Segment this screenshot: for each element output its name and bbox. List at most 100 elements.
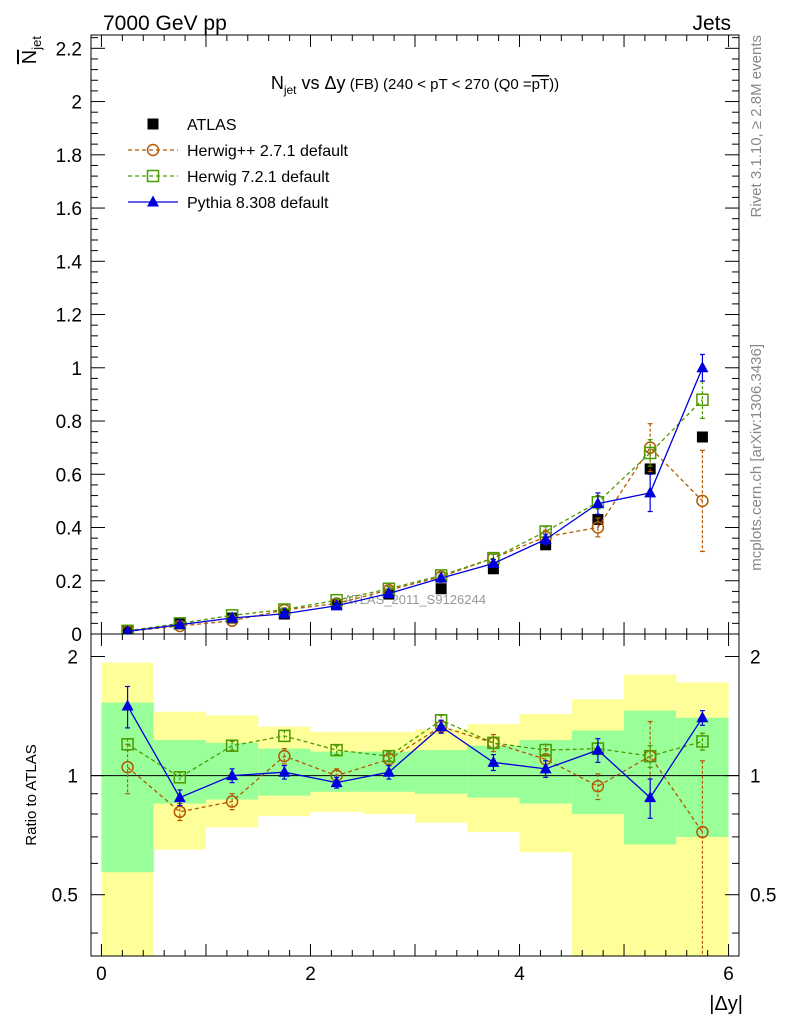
- ratio-line-herwig-2-7-1-default: [127, 725, 703, 833]
- point-atlas: [435, 583, 447, 595]
- point-atlas: [696, 431, 708, 443]
- ratio-line-pythia-8-308-default: [127, 705, 703, 799]
- ratio-frame: [90, 633, 740, 957]
- legend-marker-herwig-7-2-1-default: [146, 169, 160, 183]
- title-fb: (FB): [346, 76, 379, 93]
- main-ytick-label: 1.6: [56, 199, 82, 220]
- point-pythia-8-308-default: [696, 361, 709, 373]
- error-bar-herwig-7-2-1-default: [699, 380, 705, 419]
- ratio-ytick-label: 0.5: [52, 886, 78, 907]
- ratio-point-herwig-7-2-1-default: [173, 771, 187, 784]
- series-line-herwig-7-2-1-default: [127, 399, 703, 632]
- ratio-point-herwig-2-7-1-default: [696, 825, 709, 839]
- main-panel: ATLAS_2011_S9126244 Njet vs Δy (FB) (240…: [19, 34, 740, 646]
- ratio-point-herwig-7-2-1-default: [696, 735, 709, 748]
- legend-entry-pythia-8-308-default: Pythia 8.308 default: [128, 195, 329, 212]
- main-ytick-label: 0.6: [56, 465, 82, 486]
- point-atlas: [487, 563, 499, 575]
- main-ytick-label: 2.2: [56, 39, 82, 60]
- ratio-point-herwig-2-7-1-default: [121, 760, 134, 774]
- ratio-error-bar-herwig-2-7-1-default: [699, 760, 705, 956]
- title-n: N: [271, 73, 284, 93]
- error-bar-herwig-7-2-1-default: [647, 439, 653, 467]
- point-pythia-8-308-default: [435, 571, 448, 583]
- main-ytick-label: 0.4: [56, 519, 83, 540]
- ratio-ytick-label: 2: [67, 648, 78, 669]
- main-ytick-label: 1.8: [56, 146, 82, 167]
- mcplots-label: mcplots.cern.ch [arXiv:1306.3436]: [748, 344, 765, 571]
- uncertainty-band-inner: [415, 750, 468, 794]
- main-ylabel: Njet: [19, 36, 44, 65]
- point-pythia-8-308-default: [278, 607, 291, 619]
- main-ytick-label: 1.2: [56, 306, 82, 327]
- ratio-point-herwig-7-2-1-default: [278, 729, 291, 743]
- ratio-point-herwig-7-2-1-default: [487, 736, 500, 750]
- ylabel-n-sub: jet: [29, 36, 44, 51]
- ratio-point-pythia-8-308-default: [696, 711, 709, 723]
- x-tick-label: 2: [305, 964, 316, 985]
- ratio-ytick-label: 1: [67, 767, 78, 788]
- ratio-point-herwig-7-2-1-default: [225, 739, 239, 752]
- x-tick-label: 0: [96, 964, 107, 985]
- ratio-ylabel: Ratio to ATLAS: [23, 744, 40, 845]
- title-vs: vs Δy: [297, 73, 346, 93]
- main-ytick-label: 1.4: [56, 252, 83, 273]
- uncertainty-band-inner: [101, 702, 154, 873]
- main-ytick-label: 0: [71, 625, 82, 646]
- point-herwig-2-7-1-default: [696, 494, 709, 508]
- ratio-series-herwig-7-2-1-default: [121, 714, 709, 784]
- header-right: Jets: [692, 12, 731, 35]
- ratio-panel: 0.5 0.5 1 1 2 2 0 2 4 6 Ratio to ATLAS |Δy|: [23, 633, 776, 1015]
- series-pythia-8-308-default: [122, 353, 709, 634]
- point-pythia-8-308-default: [330, 599, 343, 611]
- ratio-series-pythia-8-308-default: [121, 685, 709, 819]
- ratio-ytick-label-right: 0.5: [750, 886, 776, 907]
- point-pythia-8-308-default: [487, 556, 500, 568]
- point-pythia-8-308-default: [591, 497, 604, 509]
- ratio-point-herwig-7-2-1-default: [643, 749, 657, 763]
- x-tick-label: 4: [514, 964, 525, 985]
- point-pythia-8-308-default: [644, 486, 657, 498]
- point-pythia-8-308-default: [539, 532, 552, 544]
- ratio-point-herwig-7-2-1-default: [539, 743, 552, 757]
- ratio-point-herwig-2-7-1-default: [173, 805, 187, 819]
- series-line-herwig-2-7-1-default: [127, 446, 703, 632]
- ratio-error-bar-herwig-7-2-1-default: [229, 740, 235, 751]
- ratio-point-pythia-8-308-default: [226, 769, 239, 781]
- point-herwig-2-7-1-default: [591, 521, 605, 534]
- ratio-point-herwig-7-2-1-default: [330, 743, 343, 757]
- ratio-ytick-label-right: 2: [750, 648, 761, 669]
- header-left: 7000 GeV pp: [103, 12, 227, 35]
- rivet-label: Rivet 3.1.10, ≥ 2.8M events: [748, 35, 765, 218]
- ratio-point-herwig-2-7-1-default: [225, 795, 239, 808]
- ratio-error-bar-herwig-7-2-1-default: [386, 750, 392, 762]
- legend-marker-pythia-8-308-default: [147, 195, 159, 207]
- error-bar-herwig-2-7-1-default: [647, 423, 653, 473]
- main-ytick-label: 0.2: [56, 572, 82, 593]
- legend-entry-herwig-7-2-1-default: Herwig 7.2.1 default: [128, 169, 330, 186]
- x-tick-label: 6: [723, 964, 734, 985]
- ratio-point-pythia-8-308-default: [330, 776, 343, 788]
- ratio-point-herwig-2-7-1-default: [278, 749, 291, 763]
- legend-label-herwig-2-7-1-default: Herwig++ 2.7.1 default: [187, 143, 349, 160]
- ratio-point-pythia-8-308-default: [435, 720, 448, 732]
- ratio-point-pythia-8-308-default: [382, 765, 395, 777]
- title-cut: (240 < pT < 270 (Q0 =: [379, 76, 532, 93]
- point-herwig-7-2-1-default: [643, 446, 657, 460]
- point-pythia-8-308-default: [122, 624, 133, 634]
- ratio-point-herwig-2-7-1-default: [591, 779, 605, 793]
- legend-marker-atlas: [147, 118, 159, 130]
- ratio-point-pythia-8-308-default: [278, 765, 291, 777]
- point-pythia-8-308-default: [226, 611, 239, 623]
- ratio-point-pythia-8-308-default: [173, 791, 186, 803]
- main-ytick-label: 2: [71, 93, 82, 114]
- legend-label-atlas: ATLAS: [187, 117, 237, 134]
- ratio-ytick-label-right: 1: [750, 767, 761, 788]
- legend-entry-herwig-2-7-1-default: Herwig++ 2.7.1 default: [128, 143, 349, 160]
- main-title: Njet vs Δy (FB) (240 < pT < 270 (Q0 =pT)…: [271, 73, 559, 97]
- ratio-error-bar-herwig-7-2-1-default: [647, 745, 653, 768]
- error-bar-herwig-2-7-1-default: [699, 449, 705, 553]
- ratio-error-bar-herwig-7-2-1-default: [334, 745, 340, 756]
- ratio-point-pythia-8-308-default: [644, 791, 657, 803]
- point-herwig-7-2-1-default: [696, 393, 709, 406]
